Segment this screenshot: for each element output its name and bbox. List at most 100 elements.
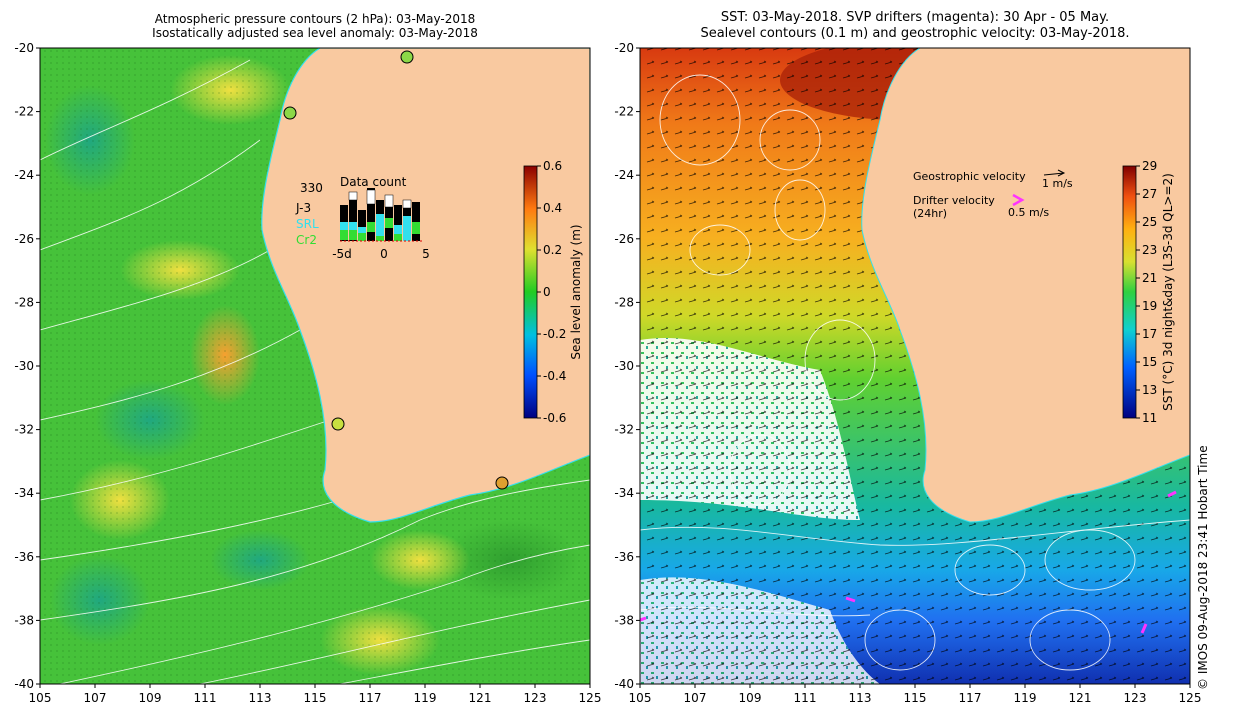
x-tick-label: 121 [1069, 691, 1092, 705]
y-tick-label: -32 [14, 423, 34, 437]
colorbar-tick-label: 11 [1142, 411, 1157, 425]
x-tick-label: 119 [1014, 691, 1037, 705]
drifter-velocity-sub: (24hr) [913, 207, 947, 220]
y-tick-label: -30 [14, 359, 34, 373]
y-tick-label: -40 [14, 677, 34, 691]
drifter-scale-arrow [1012, 193, 1025, 207]
drifter-velocity-label: Drifter velocity [913, 194, 995, 207]
track-marker [283, 106, 297, 120]
right-title-line1: SST: 03-May-2018. SVP drifters (magenta)… [720, 10, 1110, 25]
y-tick-label: -26 [614, 232, 634, 246]
colorbar-tick-label: -0.6 [543, 411, 566, 425]
geostrophic-scale-arrow [1043, 172, 1065, 176]
geostrophic-scale-label: 1 m/s [1042, 177, 1073, 190]
geostrophic-scale-arrowhead [1057, 169, 1066, 177]
left-title-line2: Isostatically adjusted sea level anomaly… [152, 26, 478, 40]
colorbar-tick-label: 29 [1142, 159, 1157, 173]
colorbar-tick-label: 27 [1142, 187, 1157, 201]
x-tick-label: 115 [304, 691, 327, 705]
x-tick-label: 113 [249, 691, 272, 705]
x-tick-label: 125 [579, 691, 602, 705]
colorbar-tick-label: 0.6 [543, 159, 562, 173]
y-tick-label: -20 [614, 41, 634, 55]
track-marker [400, 50, 414, 64]
y-tick-label: -22 [614, 105, 634, 119]
x-tick-label: 115 [904, 691, 927, 705]
right-y-axis-ticks: -20 -22 -24 -26 -28 -30 -32 -34 -36 -38 -40 [614, 41, 640, 691]
colorbar-tick-label: 0.2 [543, 243, 562, 257]
drifter-track [1140, 623, 1148, 634]
colorbar-tick-label: 0 [543, 285, 551, 299]
colorbar-tick-label: 21 [1142, 271, 1157, 285]
data-count-legend-j-3: J-3 [295, 201, 311, 215]
y-tick-label: -20 [14, 41, 34, 55]
x-tick-label: 113 [849, 691, 872, 705]
y-tick-label: -26 [14, 232, 34, 246]
x-tick-label: 105 [629, 691, 652, 705]
x-tick-label: 105 [29, 691, 52, 705]
colorbar-tick-label: -0.2 [543, 327, 566, 341]
drifter-track [1167, 490, 1177, 498]
data-count-bars [340, 188, 420, 241]
sst-colorbar-label: SST (°C) 3d night&day (L3S-3d QL>=2) [1161, 173, 1175, 411]
drifter-track [640, 616, 647, 622]
data-count-legend-cr2: Cr2 [296, 233, 317, 247]
x-tick-label: 121 [469, 691, 492, 705]
y-tick-label: -38 [614, 613, 634, 627]
left-map-title: Atmospheric pressure contours (2 hPa): 0… [40, 12, 590, 40]
x-tick-label: 117 [959, 691, 982, 705]
x-tick-label: 111 [794, 691, 817, 705]
sst-colorbar-ticks: 29 27 25 23 21 19 17 15 13 11 [1136, 159, 1157, 425]
x-tick-label: 109 [139, 691, 162, 705]
left-y-axis-ticks: -20 -22 -24 -26 -28 -30 -32 -34 -36 -38 -40 [14, 41, 40, 691]
y-tick-label: -36 [14, 550, 34, 564]
x-tick-label: 119 [414, 691, 437, 705]
y-tick-label: -30 [614, 359, 634, 373]
svp-drifters [640, 490, 1177, 634]
australia-land [861, 48, 1190, 523]
velocity-legend: Geostrophic velocity 1 m/s Drifter veloc… [913, 169, 1073, 220]
right-map-title: SST: 03-May-2018. SVP drifters (magenta)… [640, 10, 1190, 42]
x-tick-label: 109 [739, 691, 762, 705]
y-tick-label: -24 [614, 168, 634, 182]
data-count-x-tick: 5 [422, 247, 430, 261]
sla-colorbar [523, 165, 538, 419]
data-count-max: 330 [300, 181, 323, 195]
sst-colorbar [1122, 165, 1137, 419]
y-tick-label: -28 [14, 295, 34, 309]
left-x-axis-ticks: 105 107 109 111 113 115 117 119 121 123 125 [29, 684, 602, 705]
x-tick-label: 111 [194, 691, 217, 705]
sealevel-contours [640, 74, 1190, 671]
y-tick-label: -34 [614, 486, 634, 500]
sla-colorbar-ticks: 0.6 0.4 0.2 0 -0.2 -0.4 -0.6 [537, 159, 566, 425]
colorbar-tick-label: -0.4 [543, 369, 566, 383]
x-tick-label: 123 [524, 691, 547, 705]
track-marker [331, 417, 345, 431]
data-count-x-tick: -5d [332, 247, 352, 261]
x-tick-label: 123 [1124, 691, 1147, 705]
colorbar-tick-label: 25 [1142, 215, 1157, 229]
data-count-x-ticks: -5d 0 5 [332, 247, 430, 261]
australia-land [261, 48, 590, 523]
y-tick-label: -38 [14, 613, 34, 627]
right-x-axis-ticks: 105 107 109 111 113 115 117 119 121 123 125 [629, 684, 1202, 705]
colorbar-tick-label: 17 [1142, 327, 1157, 341]
right-title-line2: Sealevel contours (0.1 m) and geostrophi… [700, 26, 1130, 41]
y-tick-label: -36 [614, 550, 634, 564]
data-count-x-tick: 0 [380, 247, 388, 261]
x-tick-label: 117 [359, 691, 382, 705]
y-tick-label: -40 [614, 677, 634, 691]
geostrophic-velocity-label: Geostrophic velocity [913, 170, 1026, 183]
data-count-legend: J-3 SRL Cr2 [295, 201, 319, 247]
altimeter-track-markers [283, 50, 509, 490]
drifter-scale-label: 0.5 m/s [1008, 206, 1049, 219]
x-tick-label: 107 [684, 691, 707, 705]
pressure-contours [40, 59, 590, 684]
x-tick-label: 125 [1179, 691, 1202, 705]
colorbar-tick-label: 23 [1142, 243, 1157, 257]
data-count-legend-srl: SRL [296, 217, 319, 231]
drifter-track [845, 596, 856, 603]
right-sst-map [640, 48, 1190, 684]
y-tick-label: -22 [14, 105, 34, 119]
